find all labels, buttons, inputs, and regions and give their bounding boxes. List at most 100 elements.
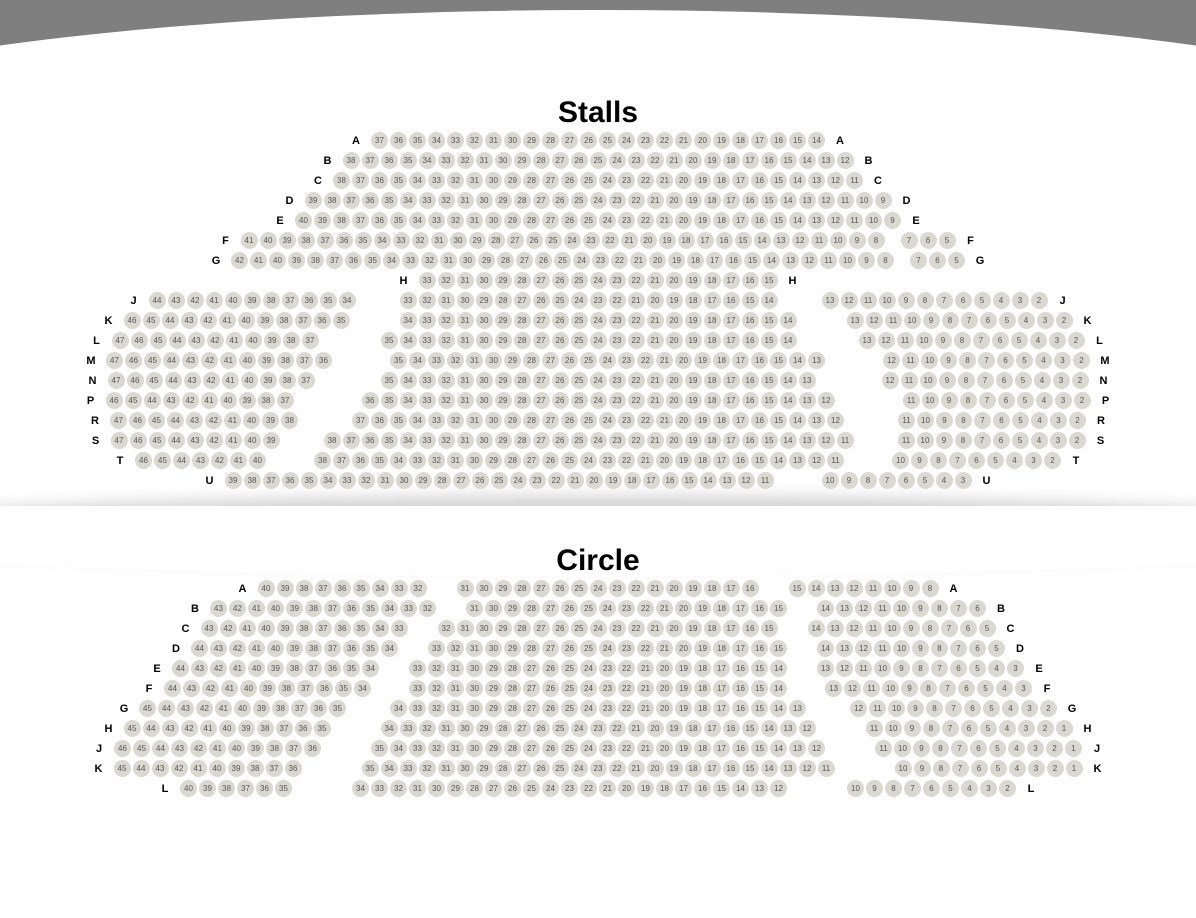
seat[interactable]: 21 <box>647 192 664 209</box>
seat[interactable]: 44 <box>168 432 185 449</box>
seat[interactable]: 26 <box>552 580 569 597</box>
seat[interactable]: 36 <box>316 680 333 697</box>
seat[interactable]: 19 <box>666 720 683 737</box>
seat[interactable]: 24 <box>590 620 607 637</box>
seat[interactable]: 20 <box>694 132 711 149</box>
seat[interactable]: 4 <box>1002 700 1019 717</box>
seat[interactable]: 32 <box>412 232 429 249</box>
seat[interactable]: 22 <box>628 272 645 289</box>
seat[interactable]: 24 <box>580 740 597 757</box>
seat[interactable]: 23 <box>590 760 607 777</box>
seat[interactable]: 26 <box>504 780 521 797</box>
seat[interactable]: 46 <box>125 352 142 369</box>
seat[interactable]: 18 <box>704 372 721 389</box>
seat[interactable]: 39 <box>258 352 275 369</box>
seat[interactable]: 5 <box>980 720 997 737</box>
seat[interactable]: 13 <box>827 620 844 637</box>
seat[interactable]: 13 <box>780 760 797 777</box>
seat[interactable]: 12 <box>883 352 900 369</box>
seat[interactable]: 27 <box>552 152 569 169</box>
seat[interactable]: 18 <box>704 620 721 637</box>
seat[interactable]: 19 <box>694 600 711 617</box>
seat[interactable]: 20 <box>675 212 692 229</box>
seat[interactable]: 25 <box>571 580 588 597</box>
seat[interactable]: 38 <box>324 432 341 449</box>
seat[interactable]: 32 <box>438 192 455 209</box>
seat[interactable]: 33 <box>409 452 426 469</box>
seat[interactable]: 13 <box>799 192 816 209</box>
seat[interactable]: 2 <box>1044 452 1061 469</box>
seat[interactable]: 4 <box>961 780 978 797</box>
seat[interactable]: 39 <box>257 312 274 329</box>
seat[interactable]: 39 <box>314 212 331 229</box>
seat[interactable]: 3 <box>1018 720 1035 737</box>
seat[interactable]: 4 <box>936 472 953 489</box>
seat[interactable]: 35 <box>381 432 398 449</box>
seat[interactable]: 30 <box>457 720 474 737</box>
seat[interactable]: 8 <box>954 332 971 349</box>
seat[interactable]: 43 <box>168 292 185 309</box>
seat[interactable]: 38 <box>257 720 274 737</box>
seat[interactable]: 13 <box>836 600 853 617</box>
seat[interactable]: 33 <box>428 172 445 189</box>
seat[interactable]: 10 <box>917 412 934 429</box>
seat[interactable]: 12 <box>841 292 858 309</box>
seat[interactable]: 38 <box>266 740 283 757</box>
seat[interactable]: 5 <box>974 292 991 309</box>
seat[interactable]: 28 <box>434 472 451 489</box>
seat[interactable]: 42 <box>196 700 213 717</box>
seat[interactable]: 20 <box>675 172 692 189</box>
seat[interactable]: 41 <box>219 312 236 329</box>
seat[interactable]: 33 <box>428 412 445 429</box>
seat[interactable]: 42 <box>190 740 207 757</box>
seat[interactable]: 15 <box>742 760 759 777</box>
seat[interactable]: 12 <box>837 152 854 169</box>
seat[interactable]: 22 <box>609 760 626 777</box>
seat[interactable]: 29 <box>485 660 502 677</box>
seat[interactable]: 31 <box>447 660 464 677</box>
seat[interactable]: 21 <box>647 432 664 449</box>
seat[interactable]: 39 <box>253 700 270 717</box>
seat[interactable]: 25 <box>571 192 588 209</box>
seat[interactable]: 8 <box>958 372 975 389</box>
seat[interactable]: 10 <box>879 292 896 309</box>
seat[interactable]: 8 <box>942 312 959 329</box>
seat[interactable]: 29 <box>476 760 493 777</box>
seat[interactable]: 33 <box>428 212 445 229</box>
seat[interactable]: 19 <box>694 352 711 369</box>
seat[interactable]: 3 <box>1050 432 1067 449</box>
seat[interactable]: 46 <box>130 432 147 449</box>
seat[interactable]: 27 <box>542 412 559 429</box>
seat[interactable]: 17 <box>706 252 723 269</box>
seat[interactable]: 4 <box>1009 760 1026 777</box>
seat[interactable]: 28 <box>514 580 531 597</box>
seat[interactable]: 14 <box>780 392 797 409</box>
seat[interactable]: 22 <box>618 680 635 697</box>
seat[interactable]: 44 <box>165 372 182 389</box>
seat[interactable]: 26 <box>561 412 578 429</box>
seat[interactable]: 12 <box>882 372 899 389</box>
seat[interactable]: 28 <box>504 452 521 469</box>
seat[interactable]: 18 <box>687 252 704 269</box>
seat[interactable]: 24 <box>590 392 607 409</box>
seat[interactable]: 25 <box>554 252 571 269</box>
seat[interactable]: 19 <box>659 232 676 249</box>
seat[interactable]: 18 <box>704 392 721 409</box>
seat[interactable]: 7 <box>950 640 967 657</box>
seat[interactable]: 35 <box>362 760 379 777</box>
seat[interactable]: 8 <box>933 760 950 777</box>
seat[interactable]: 47 <box>108 372 125 389</box>
seat[interactable]: 19 <box>685 620 702 637</box>
seat[interactable]: 35 <box>381 332 398 349</box>
seat[interactable]: 31 <box>457 192 474 209</box>
seat[interactable]: 42 <box>207 332 224 349</box>
seat[interactable]: 24 <box>564 232 581 249</box>
seat[interactable]: 6 <box>969 640 986 657</box>
seat[interactable]: 29 <box>495 580 512 597</box>
seat[interactable]: 33 <box>339 472 356 489</box>
seat[interactable]: 18 <box>713 212 730 229</box>
seat[interactable]: 29 <box>495 192 512 209</box>
seat[interactable]: 19 <box>675 740 692 757</box>
seat[interactable]: 26 <box>552 432 569 449</box>
seat[interactable]: 39 <box>288 252 305 269</box>
